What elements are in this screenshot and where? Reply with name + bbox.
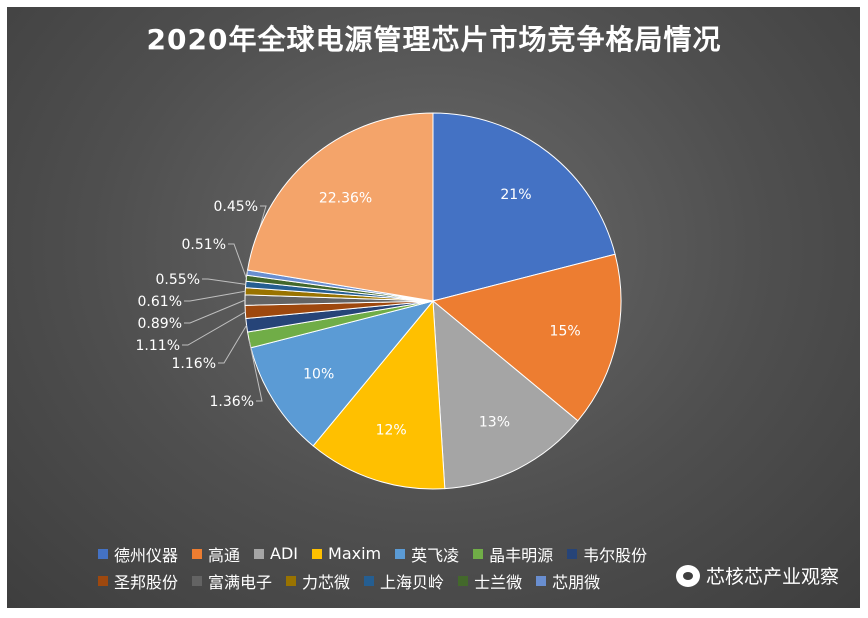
pie-slice (247, 112, 434, 302)
legend-label: 芯朋微 (552, 572, 601, 592)
watermark: 芯核芯产业观察 (676, 562, 839, 589)
legend-item: 圣邦股份 (98, 569, 178, 593)
legend-item: 士兰微 (458, 569, 522, 593)
slice-label: 1.16% (172, 356, 216, 372)
slice-label: 10% (303, 367, 334, 383)
slice-label: 13% (479, 415, 510, 431)
slice-label: 0.89% (138, 316, 182, 332)
leader-line (184, 299, 246, 324)
legend-item: 芯朋微 (536, 569, 600, 593)
legend-item: 高通 (192, 542, 240, 566)
legend-swatch (192, 575, 203, 586)
pie-slice (431, 253, 622, 422)
slice-label: 1.36% (210, 394, 254, 410)
legend-label: 晶丰明源 (489, 545, 554, 565)
slice-label: 1.11% (136, 338, 180, 354)
legend-swatch (98, 548, 108, 559)
slice-label: 0.61% (138, 294, 182, 310)
legend-swatch (364, 575, 375, 586)
leader-line (218, 325, 248, 364)
legend-swatch (98, 575, 108, 586)
leader-line (202, 278, 246, 285)
legend-item: 英飞凌 (395, 542, 459, 566)
legend-swatch (395, 548, 406, 559)
legend-item: 德州仪器 (98, 542, 178, 566)
leader-line (248, 339, 263, 402)
legend-label: Maxim (328, 544, 382, 563)
legend-label: ADI (270, 544, 299, 563)
legend-item: 力芯微 (286, 569, 350, 593)
slice-label: 12% (376, 423, 407, 439)
legend-label: 圣邦股份 (114, 572, 179, 592)
legend-row: 德州仪器 高通 ADI Maxim 英飞凌 晶丰明源 韦尔股份 (98, 540, 818, 567)
legend-row: 圣邦股份 富满电子 力芯微 上海贝岭 士兰微 芯朋微 (98, 567, 818, 594)
legend-label: 富满电子 (208, 572, 273, 592)
legend-swatch (536, 575, 547, 586)
slice-label: 0.55% (156, 272, 200, 288)
pie-slice (312, 299, 446, 490)
legend-label: 上海贝岭 (380, 572, 445, 592)
slice-label: 0.45% (214, 199, 258, 215)
wechat-icon (676, 564, 700, 587)
leader-line (182, 311, 246, 346)
watermark-text: 芯核芯产业观察 (706, 566, 840, 588)
legend-item: Maxim (312, 544, 381, 563)
legend-swatch (254, 548, 265, 559)
pie-slice (250, 300, 435, 447)
slice-label: 22.36% (319, 191, 372, 207)
legend-label: 力芯微 (302, 572, 351, 592)
legend-label: 德州仪器 (114, 545, 179, 565)
legend-item: ADI (254, 544, 298, 563)
legend-item: 晶丰明源 (473, 542, 553, 566)
legend-swatch (567, 548, 578, 559)
legend-swatch (473, 548, 484, 559)
legend-swatch (192, 548, 203, 559)
legend-label: 英飞凌 (411, 545, 460, 565)
leader-line (228, 243, 247, 279)
pie-slice (432, 112, 616, 302)
legend-item: 上海贝岭 (364, 569, 444, 593)
slice-label: 21% (500, 187, 531, 203)
legend-swatch (286, 575, 297, 586)
legend-item: 富满电子 (192, 569, 272, 593)
chart-legend: 德州仪器 高通 ADI Maxim 英飞凌 晶丰明源 韦尔股份圣邦股份 富满电子 力芯微 上海贝岭… (98, 540, 818, 594)
legend-label: 高通 (208, 545, 241, 565)
chart-title: 2020年全球电源管理芯片市场竞争格局情况 (146, 23, 722, 56)
legend-swatch (312, 548, 323, 559)
leader-line (184, 290, 246, 302)
slice-label: 15% (550, 324, 581, 340)
slice-label: 0.51% (182, 237, 226, 253)
legend-label: 士兰微 (474, 572, 523, 592)
legend-label: 韦尔股份 (583, 545, 648, 565)
legend-swatch (458, 575, 469, 586)
pie-slice (432, 299, 579, 490)
legend-item: 韦尔股份 (567, 542, 647, 566)
